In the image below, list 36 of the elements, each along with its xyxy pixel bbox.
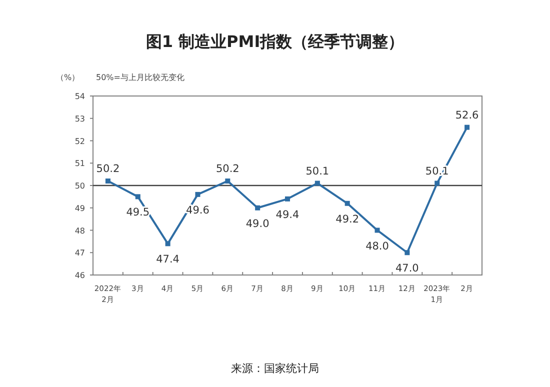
- y-tick-label: 52: [74, 136, 85, 146]
- point: [434, 180, 440, 186]
- y-tick-label: 46: [74, 271, 85, 280]
- chart-title: 图1 制造业PMI指数（经季节调整）: [146, 32, 404, 51]
- y-axis-title: （%）: [56, 73, 80, 82]
- data-label: 48.0: [366, 240, 389, 252]
- y-tick-label: 51: [74, 159, 85, 168]
- point: [344, 200, 350, 206]
- point: [105, 178, 110, 184]
- point: [285, 196, 290, 202]
- point: [374, 228, 380, 233]
- point: [464, 124, 470, 130]
- data-label: 52.6: [455, 109, 480, 122]
- data-label: 47.4: [156, 254, 180, 266]
- point: [404, 250, 410, 256]
- y-tick-label: 50: [74, 182, 85, 190]
- y-tick-label: 48: [74, 226, 85, 236]
- point: [225, 178, 230, 184]
- data-label: 49.4: [276, 208, 300, 221]
- y-tick-label: 47: [74, 248, 85, 258]
- data-label: 47.0: [395, 262, 419, 275]
- data-label: 49.0: [246, 218, 270, 230]
- point: [165, 241, 170, 246]
- y-tick-label: 54: [74, 92, 85, 101]
- data-label: 50.2: [96, 163, 120, 176]
- text: 50%=与上月比较无变化: [96, 73, 184, 82]
- point: [314, 180, 320, 186]
- data-label: 50.1: [306, 165, 330, 178]
- y-tick-label: 53: [74, 114, 85, 124]
- data-label: 50.2: [216, 163, 240, 176]
- point: [135, 194, 140, 200]
- point: [195, 192, 200, 197]
- data-label: 49.2: [336, 213, 360, 226]
- y-tick-label: 49: [74, 204, 85, 213]
- source-note: 来源：国家统计局: [231, 362, 319, 375]
- point: [255, 205, 260, 210]
